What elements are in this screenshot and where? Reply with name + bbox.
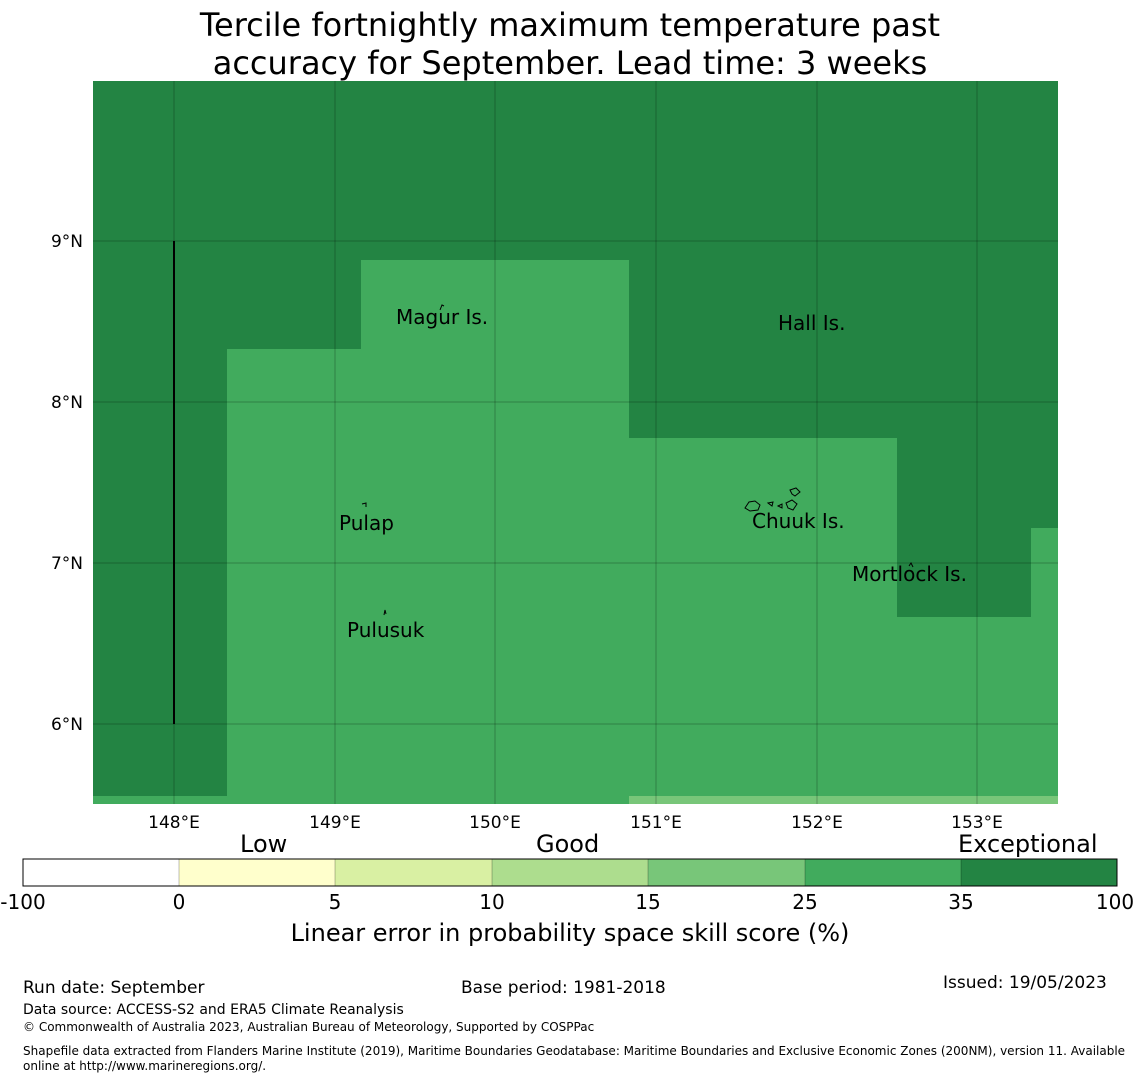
colorbar-seg-2 bbox=[179, 859, 335, 886]
colorbar-tick-label: 5 bbox=[328, 890, 342, 914]
colorbar-tick-label: 35 bbox=[948, 890, 974, 914]
map-title: Tercile fortnightly maximum temperature … bbox=[0, 6, 1140, 82]
place-label-pulap: Pulap bbox=[339, 511, 394, 535]
title-line-2: accuracy for September. Lead time: 3 wee… bbox=[212, 44, 928, 82]
lon-label-153: 153°E bbox=[951, 813, 1003, 833]
colorbar-tick-label: 10 bbox=[479, 890, 505, 914]
colorbar-tick-label: 100 bbox=[1095, 890, 1135, 914]
place-labels: Magur Is. Hall Is. Pulap Chuuk Is. Mortl… bbox=[339, 305, 967, 642]
data-source: Data source: ACCESS-S2 and ERA5 Climate … bbox=[23, 1002, 404, 1018]
colorbar-dividers bbox=[178, 859, 962, 886]
colorbar-seg-5 bbox=[648, 859, 805, 886]
pulap-island-shape bbox=[361, 502, 367, 507]
lat-label-7: 7°N bbox=[51, 554, 83, 574]
colorbar-seg-7 bbox=[961, 859, 1117, 886]
colorbar-seg-1 bbox=[23, 859, 179, 886]
colorbar-tick-label: 0 bbox=[172, 890, 186, 914]
colorbar-title: Linear error in probability space skill … bbox=[290, 919, 850, 947]
colorbar bbox=[22, 858, 1118, 887]
place-label-magur: Magur Is. bbox=[396, 305, 488, 329]
lon-tick-labels: 148°E 149°E 150°E 151°E 152°E 153°E bbox=[148, 813, 1003, 833]
colorbar-frame bbox=[22, 858, 1118, 887]
place-label-chuuk: Chuuk Is. bbox=[752, 509, 845, 533]
field-very-good-region bbox=[93, 260, 1058, 804]
island-outlines bbox=[361, 304, 914, 616]
lon-label-149: 149°E bbox=[309, 813, 361, 833]
lon-label-150: 150°E bbox=[469, 813, 521, 833]
colorbar-tick-label: -100 bbox=[0, 890, 46, 914]
shapefile-credit-2: online at http://www.marineregions.org/. bbox=[23, 1059, 267, 1073]
run-date: Run date: September bbox=[23, 978, 205, 998]
copyright: © Commonwealth of Australia 2023, Austra… bbox=[23, 1020, 595, 1034]
lon-label-148: 148°E bbox=[148, 813, 200, 833]
colorbar-seg-3 bbox=[335, 859, 492, 886]
lon-label-152: 152°E bbox=[791, 813, 843, 833]
magur-island-shape bbox=[439, 304, 445, 311]
chuuk-islet-3 bbox=[785, 499, 798, 511]
lat-label-9: 9°N bbox=[51, 232, 83, 252]
category-good: Good bbox=[536, 830, 600, 858]
pulusuk-island-shape bbox=[383, 609, 387, 616]
place-label-hall: Hall Is. bbox=[778, 311, 845, 335]
field-good-strip bbox=[629, 796, 1058, 804]
colorbar-seg-4 bbox=[492, 859, 648, 886]
chuuk-lagoon-outline bbox=[744, 500, 761, 512]
colorbar-tick-label: 25 bbox=[792, 890, 818, 914]
skill-field bbox=[93, 81, 1058, 804]
lat-tick-labels: 9°N 8°N 7°N 6°N bbox=[51, 232, 83, 735]
lat-label-8: 8°N bbox=[51, 393, 83, 413]
place-label-mortlock: Mortlock Is. bbox=[852, 562, 967, 586]
lat-label-6: 6°N bbox=[51, 715, 83, 735]
chuuk-islet-2 bbox=[789, 487, 801, 497]
title-line-1: Tercile fortnightly maximum temperature … bbox=[199, 6, 941, 44]
chuuk-island-shapes bbox=[744, 487, 801, 512]
shapefile-credit-1: Shapefile data extracted from Flanders M… bbox=[23, 1044, 1126, 1058]
colorbar-seg-6 bbox=[805, 859, 961, 886]
issued-date: Issued: 19/05/2023 bbox=[943, 973, 1107, 993]
base-period: Base period: 1981-2018 bbox=[461, 978, 666, 998]
category-exceptional: Exceptional bbox=[958, 830, 1098, 858]
chuuk-islet-4 bbox=[776, 503, 783, 509]
place-label-pulusuk: Pulusuk bbox=[347, 618, 425, 642]
mortlock-island-shape bbox=[908, 562, 914, 568]
colorbar-tick-label: 15 bbox=[635, 890, 661, 914]
category-low: Low bbox=[240, 830, 288, 858]
lon-label-151: 151°E bbox=[630, 813, 682, 833]
chuuk-islet-1 bbox=[766, 501, 774, 507]
